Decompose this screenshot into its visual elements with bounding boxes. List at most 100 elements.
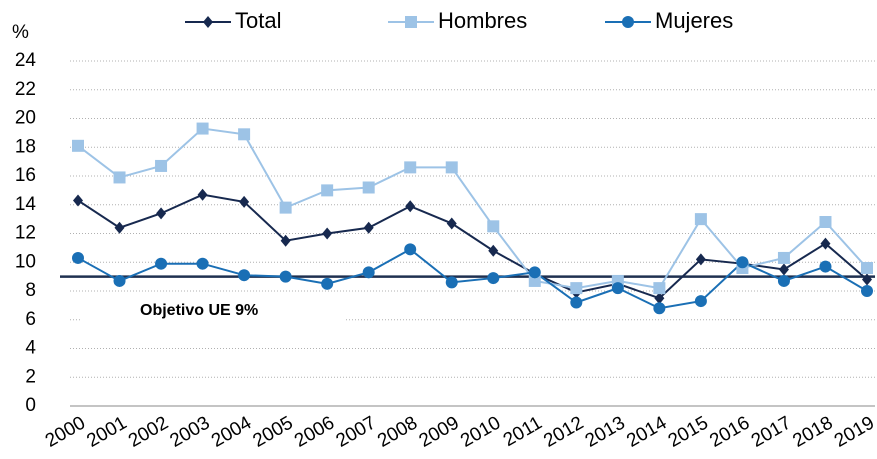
x-tick-label: 2016 — [706, 412, 753, 451]
point — [72, 251, 84, 264]
y-tick-label: 22 — [15, 79, 36, 100]
x-tick-label: 2001 — [83, 412, 130, 451]
y-tick-label: 6 — [25, 309, 36, 330]
y-tick-label: 18 — [15, 136, 36, 157]
point — [280, 234, 291, 247]
x-tick-label: 2013 — [582, 412, 629, 451]
point — [321, 277, 334, 290]
point — [861, 285, 873, 297]
point — [196, 257, 209, 270]
point — [653, 302, 666, 315]
point — [113, 274, 126, 287]
annotation-background — [82, 294, 344, 327]
series-line — [77, 248, 868, 310]
point — [404, 161, 417, 174]
point — [362, 181, 375, 194]
point — [570, 296, 583, 309]
point — [819, 260, 832, 273]
y-tick-label: 14 — [15, 194, 37, 215]
point — [695, 253, 706, 266]
y-tick-label: 10 — [15, 251, 36, 272]
point — [196, 122, 209, 135]
point — [611, 282, 624, 295]
legend-label: Hombres — [438, 8, 527, 33]
point — [73, 194, 83, 207]
point — [820, 237, 831, 250]
point — [238, 128, 251, 141]
point — [446, 217, 457, 230]
y-tick-label: 24 — [15, 50, 37, 71]
x-tick-label: 2000 — [42, 412, 89, 451]
y-tick-label: 20 — [15, 108, 36, 129]
y-tick-label: 4 — [25, 338, 36, 359]
point — [405, 16, 417, 28]
point — [405, 200, 416, 213]
series-line — [77, 193, 868, 300]
x-tick-label: 2003 — [166, 412, 213, 451]
legend-label: Mujeres — [655, 8, 733, 33]
point — [778, 263, 789, 276]
point — [694, 295, 707, 308]
point — [694, 213, 707, 226]
point — [113, 171, 126, 184]
point — [279, 201, 292, 214]
point — [362, 266, 375, 279]
point — [156, 207, 167, 220]
point — [155, 159, 168, 172]
x-tick-label: 2012 — [540, 412, 587, 451]
x-tick-label: 2014 — [623, 412, 670, 452]
point — [487, 220, 500, 233]
x-tick-label: 2004 — [208, 412, 255, 452]
point — [239, 195, 250, 208]
y-tick-label: 16 — [15, 165, 36, 186]
point — [622, 16, 634, 28]
x-tick-label: 2002 — [125, 412, 172, 451]
point — [488, 244, 499, 257]
point — [487, 272, 500, 285]
point — [72, 139, 84, 152]
point — [203, 16, 213, 28]
point — [114, 221, 125, 234]
y-tick-label: 0 — [25, 395, 36, 416]
series-line — [77, 127, 868, 290]
point — [445, 161, 458, 174]
point — [445, 276, 458, 289]
y-tick-label: 8 — [25, 280, 36, 301]
point — [363, 221, 374, 234]
point — [654, 292, 665, 305]
point — [736, 256, 749, 269]
annotation: Objetivo UE 9% — [140, 302, 258, 319]
x-tick-label: 2010 — [457, 412, 504, 451]
point — [404, 243, 417, 256]
point — [861, 262, 873, 274]
x-tick-label: 2005 — [250, 412, 297, 451]
point — [777, 251, 790, 264]
point — [197, 188, 208, 201]
x-tick-label: 2017 — [748, 412, 795, 451]
point — [322, 227, 333, 240]
point — [862, 273, 872, 286]
point — [819, 216, 832, 228]
x-tick-label: 2019 — [831, 412, 877, 451]
point — [528, 274, 541, 287]
point — [155, 257, 168, 270]
point — [238, 269, 251, 282]
y-tick-label: 12 — [15, 223, 36, 244]
point — [321, 184, 334, 197]
point — [653, 282, 666, 295]
x-tick-label: 2015 — [665, 412, 712, 451]
point — [279, 270, 292, 283]
point — [570, 282, 583, 295]
legend-label: Total — [235, 8, 281, 33]
x-tick-label: 2007 — [333, 412, 380, 451]
x-tick-label: 2011 — [500, 412, 546, 451]
y-tick-label: 2 — [25, 366, 36, 387]
y-axis-label: % — [12, 22, 29, 43]
point — [528, 266, 541, 279]
x-tick-label: 2008 — [374, 412, 421, 451]
x-tick-label: 2009 — [416, 412, 463, 451]
x-tick-label: 2018 — [789, 412, 836, 451]
point — [777, 274, 790, 287]
x-tick-label: 2006 — [291, 412, 338, 451]
